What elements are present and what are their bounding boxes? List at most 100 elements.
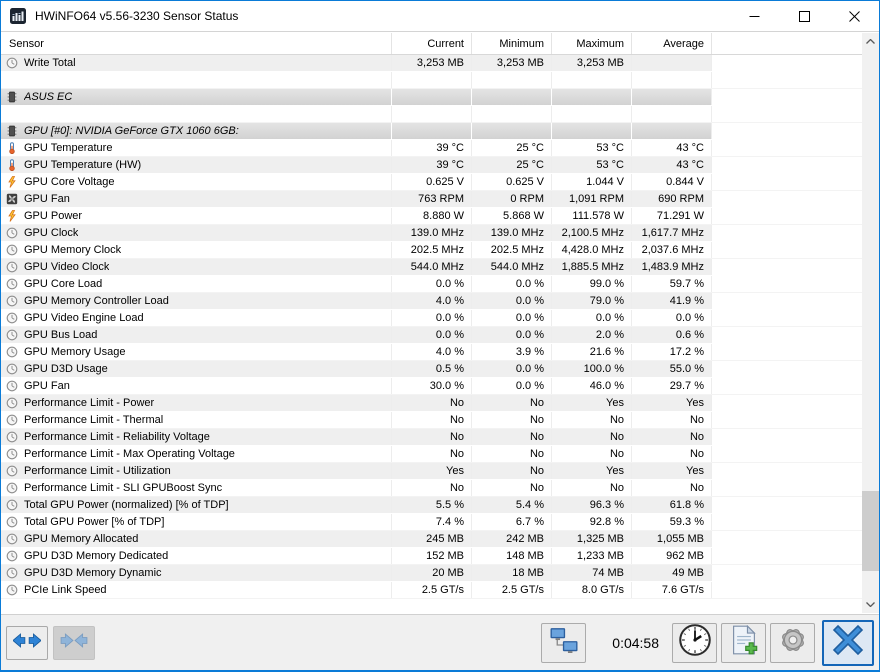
gauge-icon	[6, 329, 18, 341]
gauge-icon	[6, 516, 18, 528]
sensor-label: GPU D3D Memory Dedicated	[24, 550, 169, 562]
column-header-minimum[interactable]: Minimum	[471, 33, 551, 54]
sensor-row[interactable]: Performance Limit - SLI GPUBoost Sync No N…	[1, 480, 879, 497]
sensor-row[interactable]: GPU Fan 763 RPM 0 RPM 1,091 RPM 690 RPM	[1, 191, 879, 208]
scroll-down-arrow-icon[interactable]	[862, 596, 879, 613]
sensor-row[interactable]: Performance Limit - Power No No Yes Yes	[1, 395, 879, 412]
gauge-icon	[6, 312, 18, 324]
sensor-row[interactable]: GPU Clock 139.0 MHz 139.0 MHz 2,100.5 MHz 1,…	[1, 225, 879, 242]
value-cell: 0 RPM	[471, 191, 551, 207]
value-cell: 74 MB	[551, 565, 631, 581]
value-cell: 202.5 MHz	[471, 242, 551, 258]
value-cell: No	[471, 429, 551, 445]
filler-cell	[711, 123, 879, 139]
remote-sensors-button[interactable]	[541, 622, 587, 663]
expand-columns-button[interactable]	[6, 625, 48, 660]
gauge-icon	[6, 363, 18, 375]
sensor-label: Performance Limit - Max Operating Voltag…	[24, 448, 235, 460]
value-cell: 690 RPM	[631, 191, 711, 207]
value-cell: 8.0 GT/s	[551, 582, 631, 598]
sensor-row[interactable]: GPU Fan 30.0 % 0.0 % 46.0 % 29.7 %	[1, 378, 879, 395]
sensor-name-cell: Performance Limit - Max Operating Voltag…	[1, 446, 391, 462]
report-add-icon	[730, 624, 758, 660]
scroll-up-arrow-icon[interactable]	[862, 33, 879, 50]
gauge-icon	[6, 227, 18, 239]
sensor-row[interactable]: GPU Memory Controller Load 4.0 % 0.0 % 79.0…	[1, 293, 879, 310]
value-cell: 79.0 %	[551, 293, 631, 309]
gauge-icon	[6, 57, 18, 69]
scrollbar-thumb[interactable]	[862, 491, 879, 571]
value-cell: 30.0 %	[391, 378, 471, 394]
sensor-row[interactable]: GPU Video Clock 544.0 MHz 544.0 MHz 1,885.5…	[1, 259, 879, 276]
value-cell: No	[471, 480, 551, 496]
sensor-row[interactable]: Performance Limit - Thermal No No No No	[1, 412, 879, 429]
sensor-row[interactable]: GPU Memory Allocated 245 MB 242 MB 1,325 MB…	[1, 531, 879, 548]
column-header-maximum[interactable]: Maximum	[551, 33, 631, 54]
value-cell: 0.844 V	[631, 174, 711, 190]
sensor-row[interactable]: GPU D3D Memory Dynamic 20 MB 18 MB 74 MB 49 …	[1, 565, 879, 582]
sensor-name-cell: GPU Fan	[1, 378, 391, 394]
value-cell: 0.0 %	[471, 276, 551, 292]
sensor-row[interactable]: PCIe Link Speed 2.5 GT/s 2.5 GT/s 8.0 GT/s 7…	[1, 582, 879, 599]
close-window-button[interactable]	[829, 1, 879, 31]
value-cell: 1,617.7 MHz	[631, 225, 711, 241]
sensor-row[interactable]: GPU Temperature 39 °C 25 °C 53 °C 43 °C	[1, 140, 879, 157]
titlebar: HWiNFO64 v5.56-3230 Sensor Status	[1, 1, 879, 32]
minimize-button[interactable]	[729, 1, 779, 31]
value-cell: Yes	[631, 395, 711, 411]
gauge-icon	[6, 533, 18, 545]
gauge-icon	[6, 567, 18, 579]
sensor-name-cell: PCIe Link Speed	[1, 582, 391, 598]
value-cell: 2.5 GT/s	[391, 582, 471, 598]
sensor-name-cell: GPU Fan	[1, 191, 391, 207]
section-header-row[interactable]: GPU [#0]: NVIDIA GeForce GTX 1060 6GB:	[1, 123, 879, 140]
close-sensors-button[interactable]	[822, 619, 874, 666]
sensor-name-cell: GPU Bus Load	[1, 327, 391, 343]
filler-cell	[711, 497, 879, 513]
value-cell: Yes	[551, 463, 631, 479]
sensor-row[interactable]: GPU D3D Memory Dedicated 152 MB 148 MB 1,23…	[1, 548, 879, 565]
column-header-sensor[interactable]: Sensor	[9, 37, 44, 50]
sensor-row[interactable]: Total GPU Power (normalized) [% of TDP] 5…	[1, 497, 879, 514]
maximize-button[interactable]	[779, 1, 829, 31]
column-header-average[interactable]: Average	[631, 33, 711, 54]
gauge-icon	[6, 380, 18, 392]
logging-clock-button[interactable]	[672, 622, 717, 663]
value-cell: 6.7 %	[471, 514, 551, 530]
value-cell: 20 MB	[391, 565, 471, 581]
value-cell: No	[631, 412, 711, 428]
value-cell: 0.0 %	[391, 327, 471, 343]
sensor-row[interactable]: GPU Bus Load 0.0 % 0.0 % 2.0 % 0.6 %	[1, 327, 879, 344]
sensor-name-cell: GPU Video Clock	[1, 259, 391, 275]
sensor-row[interactable]: Performance Limit - Reliability Voltage N…	[1, 429, 879, 446]
sensor-row[interactable]: Write Total 3,253 MB 3,253 MB 3,253 MB	[1, 55, 879, 72]
value-cell: 71.291 W	[631, 208, 711, 224]
sensor-label: GPU Memory Clock	[24, 244, 122, 256]
sensor-name-cell: ASUS EC	[1, 89, 391, 105]
table-header-row: Sensor Current Minimum Maximum Average	[1, 33, 879, 55]
collapse-arrows-icon	[60, 632, 88, 653]
sensor-row[interactable]: GPU Core Voltage 0.625 V 0.625 V 1.044 V 0.8…	[1, 174, 879, 191]
vertical-scrollbar[interactable]	[862, 33, 879, 613]
filler-cell	[711, 514, 879, 530]
filler-cell	[711, 327, 879, 343]
sensor-row[interactable]: GPU Memory Clock 202.5 MHz 202.5 MHz 4,428.…	[1, 242, 879, 259]
value-cell: 49 MB	[631, 565, 711, 581]
column-header-current[interactable]: Current	[391, 33, 471, 54]
sensor-row[interactable]: GPU Video Engine Load 0.0 % 0.0 % 0.0 % 0.0 …	[1, 310, 879, 327]
sensor-row[interactable]: Performance Limit - Max Operating Voltag…	[1, 446, 879, 463]
sensor-row[interactable]: Performance Limit - Utilization Yes No Yes Y…	[1, 463, 879, 480]
settings-button[interactable]	[770, 622, 815, 663]
value-cell: No	[631, 429, 711, 445]
sensor-row[interactable]: GPU Core Load 0.0 % 0.0 % 99.0 % 59.7 %	[1, 276, 879, 293]
sensor-row[interactable]: GPU D3D Usage 0.5 % 0.0 % 100.0 % 55.0 %	[1, 361, 879, 378]
sensor-label: GPU Video Clock	[24, 261, 110, 273]
sensor-row[interactable]: GPU Temperature (HW) 39 °C 25 °C 53 °C 43 °C	[1, 157, 879, 174]
value-cell	[551, 106, 631, 122]
sensor-row[interactable]: Total GPU Power [% of TDP] 7.4 % 6.7 % 92.8…	[1, 514, 879, 531]
section-header-row[interactable]: ASUS EC	[1, 89, 879, 106]
sensor-row[interactable]: GPU Memory Usage 4.0 % 3.9 % 21.6 % 17.2 %	[1, 344, 879, 361]
sensor-row[interactable]: GPU Power 8.880 W 5.868 W 111.578 W 71.291 W	[1, 208, 879, 225]
create-report-button[interactable]	[721, 622, 766, 663]
value-cell: 0.0 %	[391, 276, 471, 292]
